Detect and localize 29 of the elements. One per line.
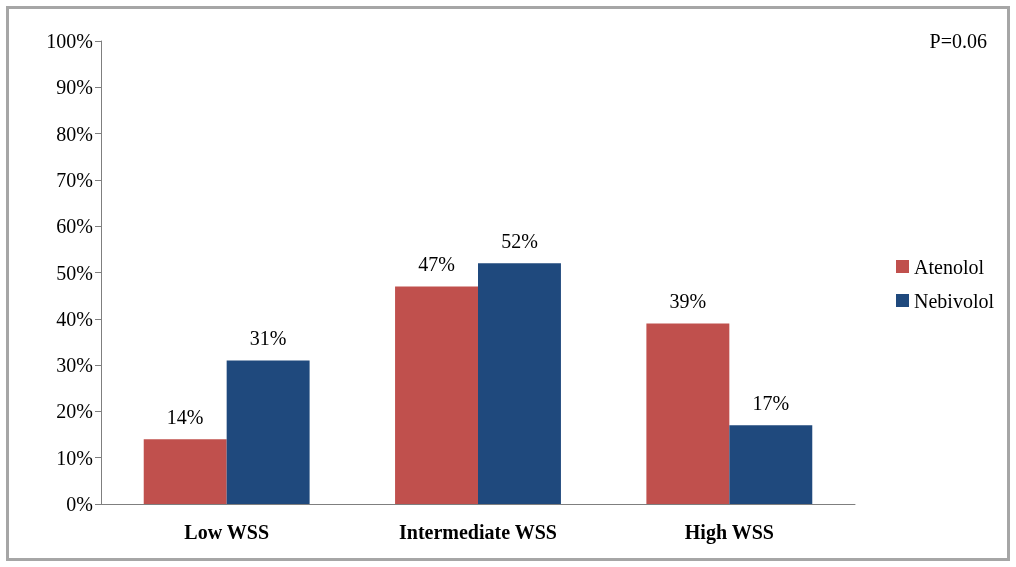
legend-label: Atenolol [914, 255, 985, 278]
data-label: 47% [418, 253, 455, 276]
bar [226, 360, 310, 504]
y-tick-label: 70% [56, 168, 93, 191]
y-tick-label: 20% [56, 400, 93, 423]
data-label: 39% [669, 290, 707, 313]
y-tick-label: 50% [56, 261, 93, 284]
bar [395, 286, 478, 504]
bar [646, 323, 730, 504]
y-tick-label: 30% [56, 354, 93, 377]
legend-label: Nebivolol [914, 289, 995, 312]
y-tick-label: 100% [46, 30, 93, 52]
y-tick-label: 0% [66, 493, 93, 515]
x-tick-label: Intermediate WSS [399, 521, 557, 543]
y-tick-label: 90% [56, 76, 93, 99]
y-tick-label: 80% [56, 122, 93, 145]
y-tick-label: 40% [56, 307, 93, 330]
data-label: 31% [249, 327, 287, 350]
y-tick-label: 60% [56, 215, 93, 238]
x-tick-label: High WSS [684, 521, 774, 544]
data-label: 17% [752, 392, 790, 415]
y-tick-label: 10% [56, 446, 93, 469]
text: P=0.06 [929, 30, 987, 52]
data-label: 14% [166, 406, 204, 429]
bar [729, 425, 813, 504]
data-label: 52% [501, 230, 538, 253]
bar [478, 263, 561, 504]
x-tick-label: Low WSS [184, 521, 269, 543]
bar [143, 439, 227, 504]
